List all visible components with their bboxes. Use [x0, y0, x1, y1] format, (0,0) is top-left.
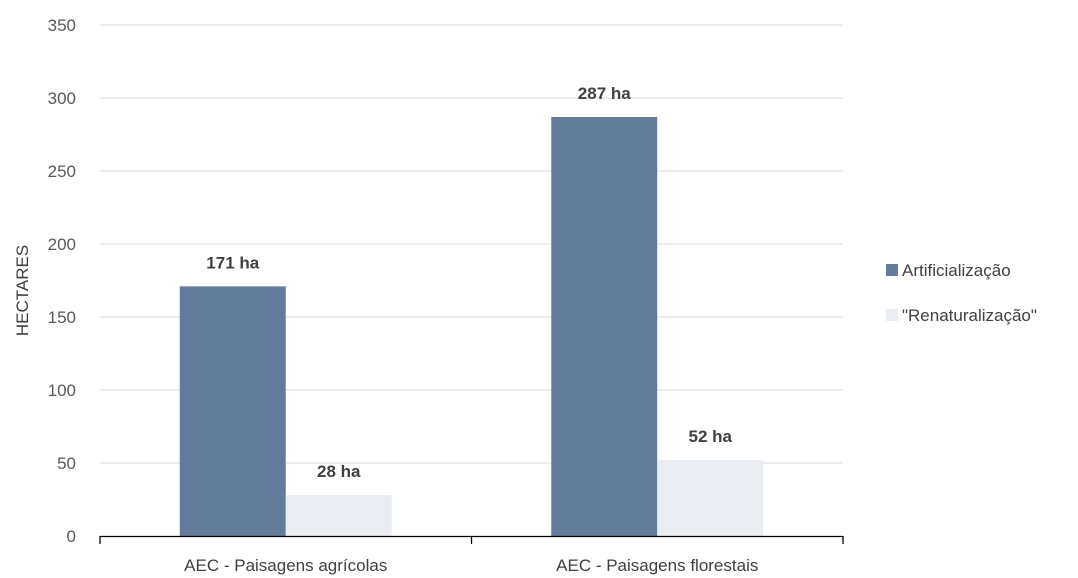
data-label: 52 ha [689, 427, 733, 446]
y-tick-label: 0 [67, 527, 76, 546]
legend-swatch [886, 309, 898, 321]
y-tick-label: 300 [48, 89, 76, 108]
data-label: 287 ha [578, 84, 631, 103]
y-tick-label: 250 [48, 162, 76, 181]
legend-swatch [886, 264, 898, 276]
y-tick-label: 50 [57, 454, 76, 473]
bars [179, 116, 764, 536]
y-axis-title: HECTARES [13, 245, 32, 336]
y-tick-label: 150 [48, 308, 76, 327]
bar-renaturalizacao [285, 495, 392, 536]
data-labels: 171 ha 28 ha 287 ha 52 ha [206, 84, 732, 481]
legend: Artificialização "Renaturalização" [886, 261, 1037, 325]
y-tick-label: 200 [48, 235, 76, 254]
x-axis: AEC - Paisagens agrícolas AEC - Paisagens… [99, 535, 844, 575]
bar-artificializacao [551, 116, 658, 536]
data-label: 28 ha [317, 462, 361, 481]
bar-renaturalizacao [657, 460, 764, 536]
data-label: 171 ha [206, 253, 259, 272]
x-category-label: AEC - Paisagens agrícolas [184, 556, 387, 575]
x-category-label: AEC - Paisagens florestais [556, 556, 758, 575]
y-axis-ticks: 0 50 100 150 200 250 300 350 [48, 16, 76, 546]
y-tick-label: 350 [48, 16, 76, 35]
bar-artificializacao [179, 286, 286, 536]
y-tick-label: 100 [48, 381, 76, 400]
legend-label: "Renaturalização" [902, 306, 1037, 325]
legend-label: Artificialização [902, 261, 1011, 280]
